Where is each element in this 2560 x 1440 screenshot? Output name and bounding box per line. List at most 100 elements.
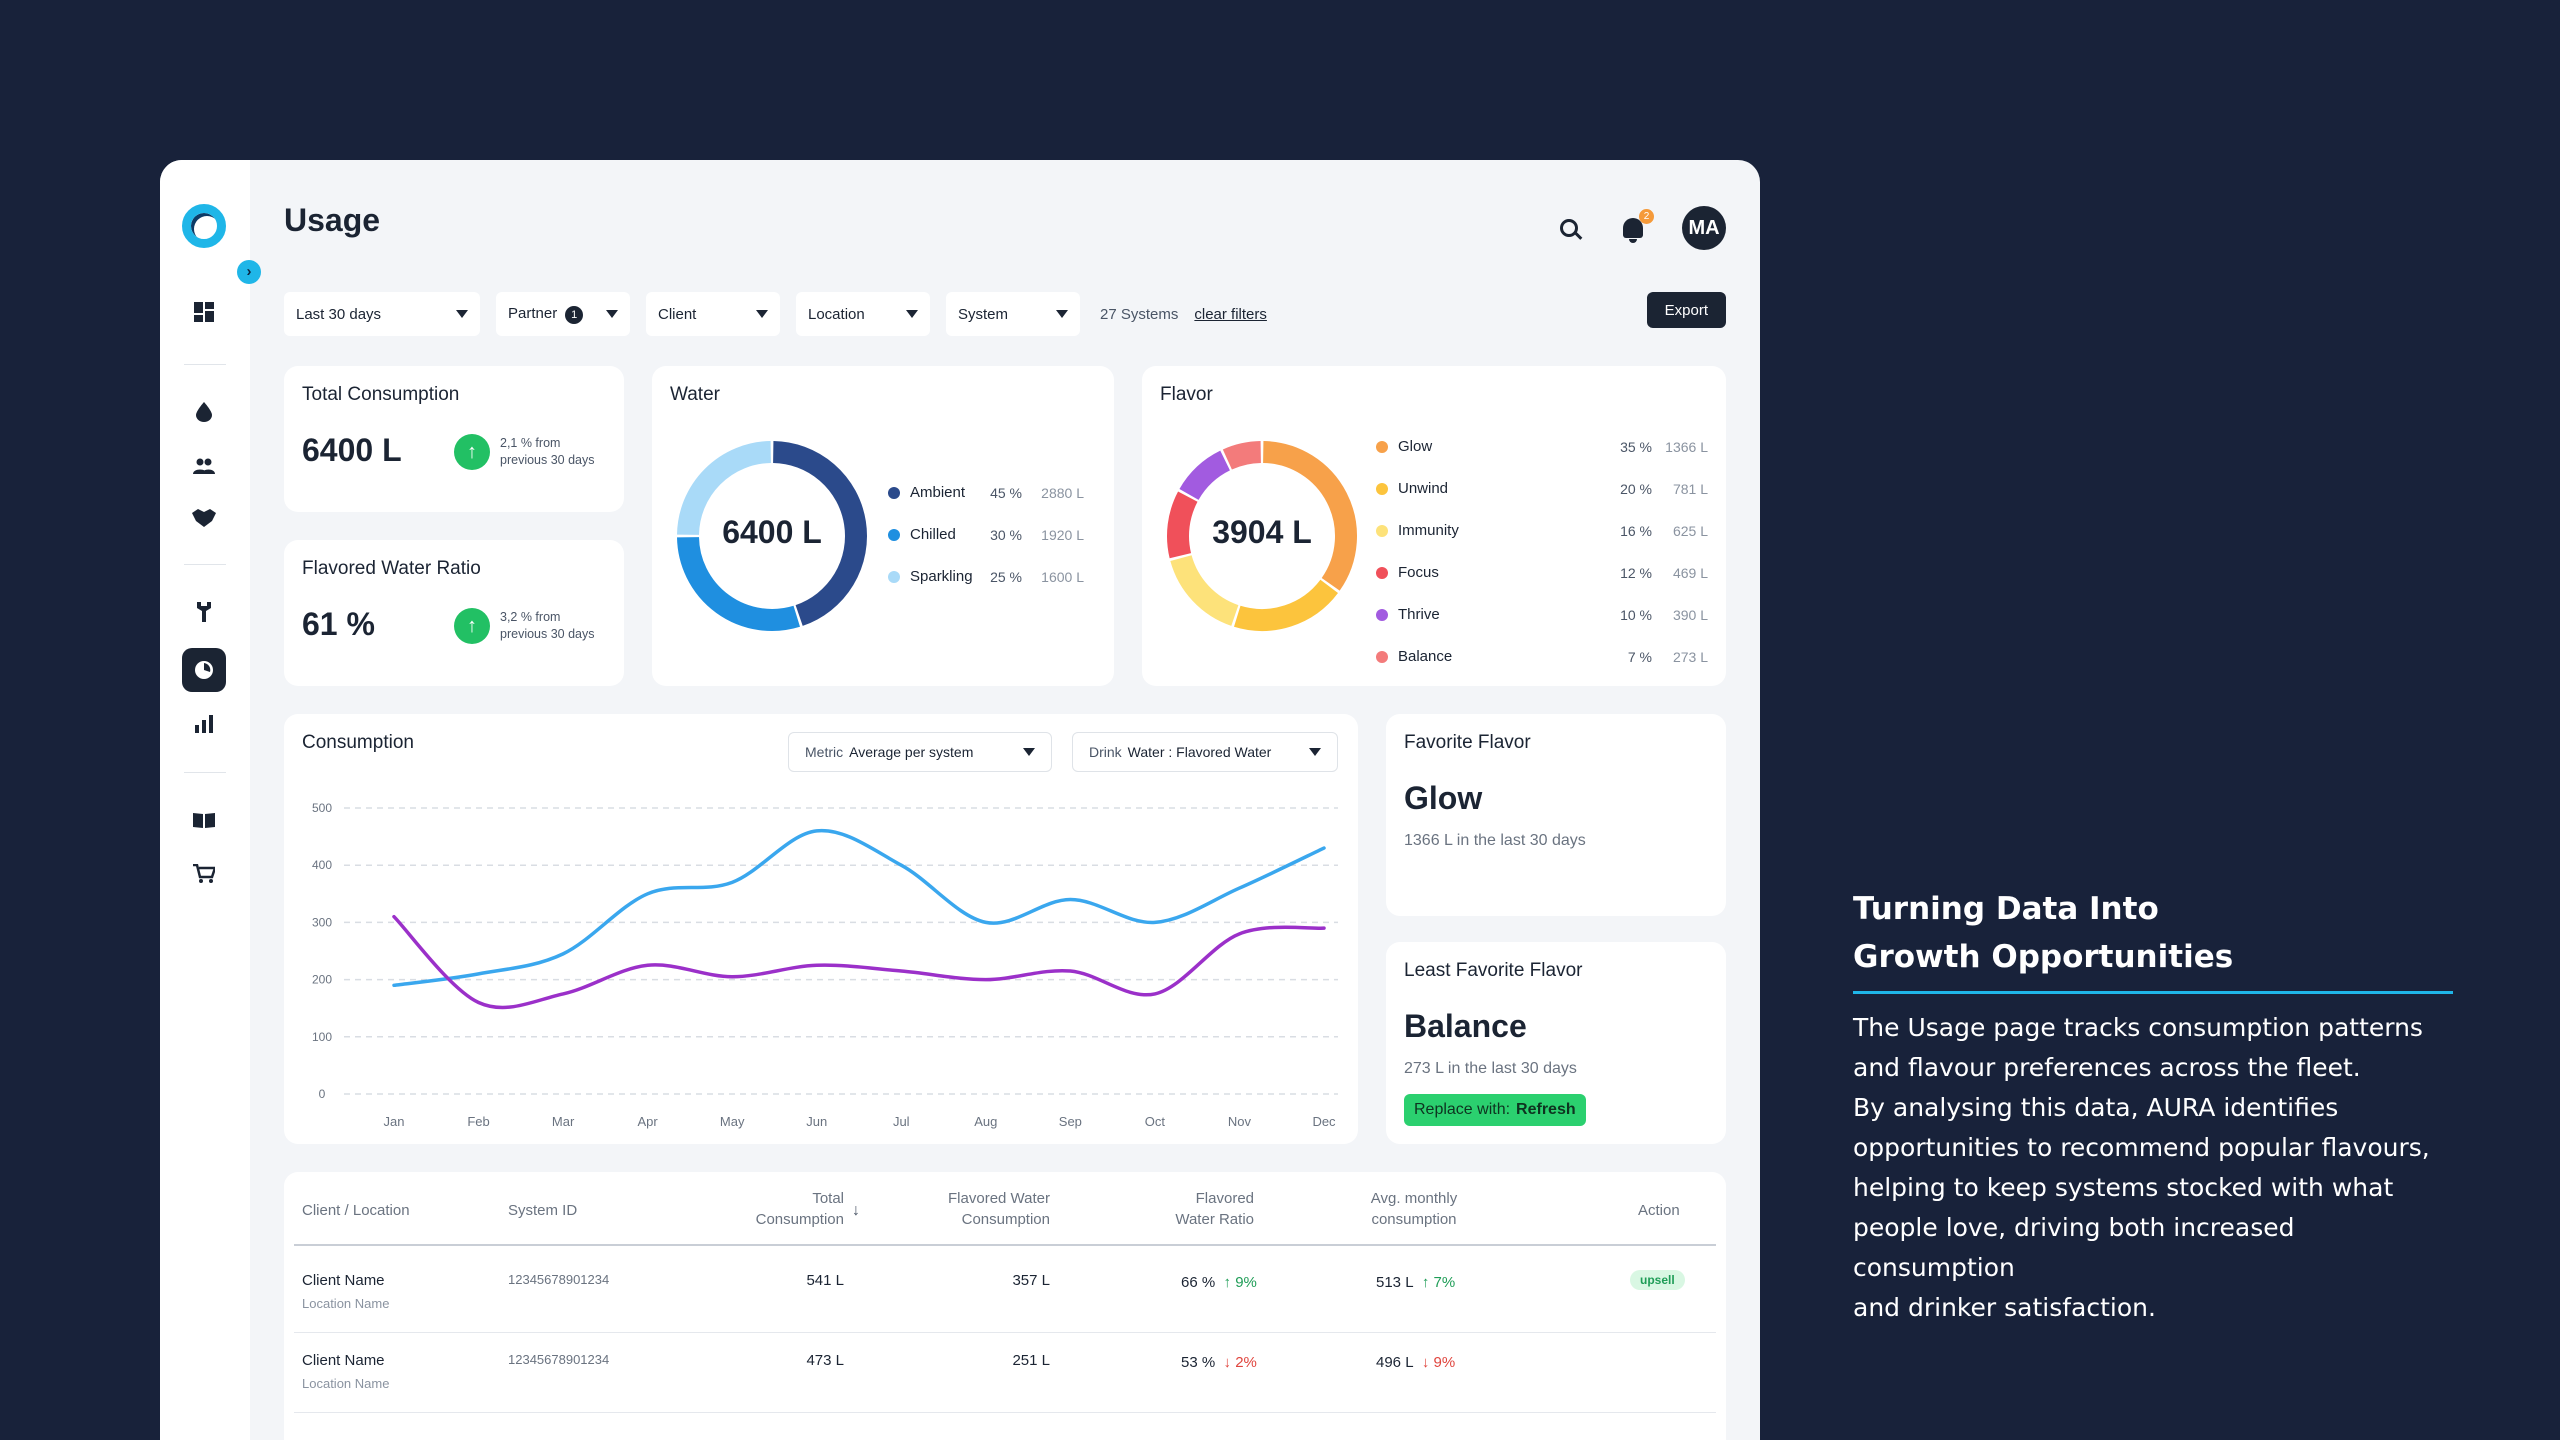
legend-label: Balance <box>1398 648 1453 665</box>
analytics-icon[interactable] <box>182 702 226 746</box>
legend-item-unwind: Unwind <box>1376 480 1448 497</box>
handshake-icon[interactable] <box>182 496 226 540</box>
donut-slice-unwind[interactable] <box>1234 579 1339 631</box>
usage-icon[interactable] <box>182 648 226 692</box>
legend-label: Sparkling <box>910 568 973 585</box>
col-header-client[interactable]: Client / Location <box>302 1202 410 1219</box>
x-tick-label: Jun <box>806 1114 827 1129</box>
legend-label: Chilled <box>910 526 956 543</box>
legend-volume: 390 L <box>1672 607 1708 623</box>
chevron-right-icon[interactable]: › <box>237 260 261 284</box>
least-favorite-flavor-volume: 273 L in the last 30 days <box>1404 1060 1577 1077</box>
dashboard-icon[interactable] <box>182 290 226 334</box>
consumption-chart-card: Consumption Metric Average per system Dri… <box>284 714 1358 1144</box>
users-icon[interactable] <box>182 444 226 488</box>
partner-select[interactable]: Partner 1 <box>496 292 630 336</box>
cart-icon[interactable] <box>182 852 226 896</box>
clear-filters-link[interactable]: clear filters <box>1194 305 1267 323</box>
trend-text: 2,1 % from previous 30 days <box>500 436 595 467</box>
date-range-select[interactable]: Last 30 days <box>284 292 480 336</box>
legend-dot <box>1376 482 1388 495</box>
col-header-ratio[interactable]: Flavored Water Ratio <box>1114 1188 1254 1230</box>
search-icon[interactable] <box>1554 213 1584 243</box>
legend-label: Unwind <box>1398 480 1449 497</box>
system-select[interactable]: System <box>946 292 1080 336</box>
flavored-ratio-card: Flavored Water Ratio 61 % ↑ 3,2 % from p… <box>284 540 624 686</box>
wrench-icon[interactable] <box>182 590 226 634</box>
location-label: Location <box>808 305 865 323</box>
legend-item-focus: Focus <box>1376 564 1439 581</box>
col-header-avg[interactable]: Avg. monthly consumption <box>1344 1188 1484 1230</box>
notification-bell-icon[interactable]: 2 <box>1618 209 1654 243</box>
chevron-down-icon <box>756 310 768 318</box>
client-select[interactable]: Client <box>646 292 780 336</box>
location-name: Location Name <box>302 1296 390 1311</box>
legend-percent: 12 % <box>1620 565 1652 581</box>
client-label: Client <box>658 305 697 323</box>
app-window: › Usage <box>160 160 1760 1440</box>
legend-item-sparkling: Sparkling <box>888 568 973 585</box>
replace-suggestion[interactable]: Replace with: Refresh <box>1404 1094 1586 1126</box>
x-tick-label: Apr <box>638 1114 659 1129</box>
page-title: Usage <box>284 202 381 238</box>
y-tick-label: 400 <box>312 858 332 872</box>
metric-select[interactable]: Metric Average per system <box>788 732 1052 772</box>
legend-dot <box>1376 566 1388 579</box>
upsell-badge[interactable]: upsell <box>1630 1270 1685 1290</box>
legend-volume: 469 L <box>1672 565 1708 581</box>
series-line-1[interactable] <box>392 828 1326 988</box>
client-name[interactable]: Client Name <box>302 1352 385 1369</box>
drink-select[interactable]: Drink Water : Flavored Water <box>1072 732 1338 772</box>
col-header-flavored[interactable]: Flavored Water Consumption <box>874 1188 1050 1230</box>
book-icon[interactable] <box>182 798 226 842</box>
col-header-action: Action <box>1638 1202 1680 1219</box>
legend-item-immunity: Immunity <box>1376 522 1459 539</box>
export-button[interactable]: Export <box>1646 292 1726 328</box>
marketing-body-line: By analysing this data, AURA identifies <box>1853 1093 2339 1122</box>
trend-indicator: ↑ 2,1 % from previous 30 days <box>454 434 610 470</box>
system-label: System <box>958 305 1009 323</box>
donut-slice-glow[interactable] <box>1262 441 1357 591</box>
marketing-copy: Turning Data Into Growth Opportunities T… <box>1853 885 2453 1328</box>
donut-slice-immunity[interactable] <box>1170 554 1239 626</box>
legend-percent: 30 % <box>990 527 1022 543</box>
col-header-ratio-line1: Flavored <box>1195 1190 1254 1207</box>
col-header-system[interactable]: System ID <box>508 1202 578 1219</box>
marketing-body-line: and flavour preferences across the fleet… <box>1853 1053 2361 1082</box>
donut-slice-ambient[interactable] <box>772 441 867 626</box>
replace-label: Replace with: <box>1414 1101 1511 1118</box>
legend-label: Thrive <box>1398 606 1440 623</box>
donut-slice-chilled[interactable] <box>677 536 800 631</box>
legend-volume: 625 L <box>1672 523 1708 539</box>
water-donut-chart <box>677 441 867 631</box>
flavor-card: Flavor 3904 L Glow 35 % 1366 L Unwind 20 % 78… <box>1142 366 1726 686</box>
marketing-body-line: people love, driving both increased cons… <box>1853 1213 2295 1282</box>
client-name[interactable]: Client Name <box>302 1272 385 1289</box>
water-drop-icon[interactable] <box>182 390 226 434</box>
legend-label: Focus <box>1398 564 1439 581</box>
legend-item-thrive: Thrive <box>1376 606 1440 623</box>
total-consumption-value: 6400 L <box>302 432 402 468</box>
series-line-2[interactable] <box>392 914 1326 1010</box>
donut-slice-focus[interactable] <box>1167 491 1198 559</box>
col-header-flavored-line1: Flavored Water <box>948 1190 1050 1207</box>
donut-slice-balance[interactable] <box>1222 441 1262 470</box>
col-header-total[interactable]: Total Consumption <box>724 1188 844 1230</box>
chevron-down-icon <box>1056 310 1068 318</box>
aura-logo-icon[interactable] <box>182 204 226 248</box>
card-title: Least Favorite Flavor <box>1404 960 1583 981</box>
systems-count: 27 Systems <box>1100 305 1179 323</box>
location-select[interactable]: Location <box>796 292 930 336</box>
donut-slice-sparkling[interactable] <box>677 441 772 536</box>
donut-slice-thrive[interactable] <box>1179 450 1231 501</box>
sort-down-icon[interactable]: ↓ <box>852 1202 860 1219</box>
avatar[interactable]: MA <box>1682 206 1726 250</box>
trend-indicator: ↑ 3,2 % from previous 30 days <box>454 608 610 644</box>
y-tick-label: 200 <box>312 973 332 987</box>
arrow-up-icon: ↑ <box>454 608 490 644</box>
usage-table: Client / Location System ID Total Consum… <box>284 1172 1726 1440</box>
legend-percent: 45 % <box>990 485 1022 501</box>
consumption-line-chart: 500 400 300 200 100 0 Jan Feb Mar Apr May Jun Jul Aug… <box>312 801 1338 1129</box>
flavored-ratio: 66 % ↑ 9% <box>1181 1274 1257 1291</box>
metric-label: Metric <box>805 744 844 760</box>
